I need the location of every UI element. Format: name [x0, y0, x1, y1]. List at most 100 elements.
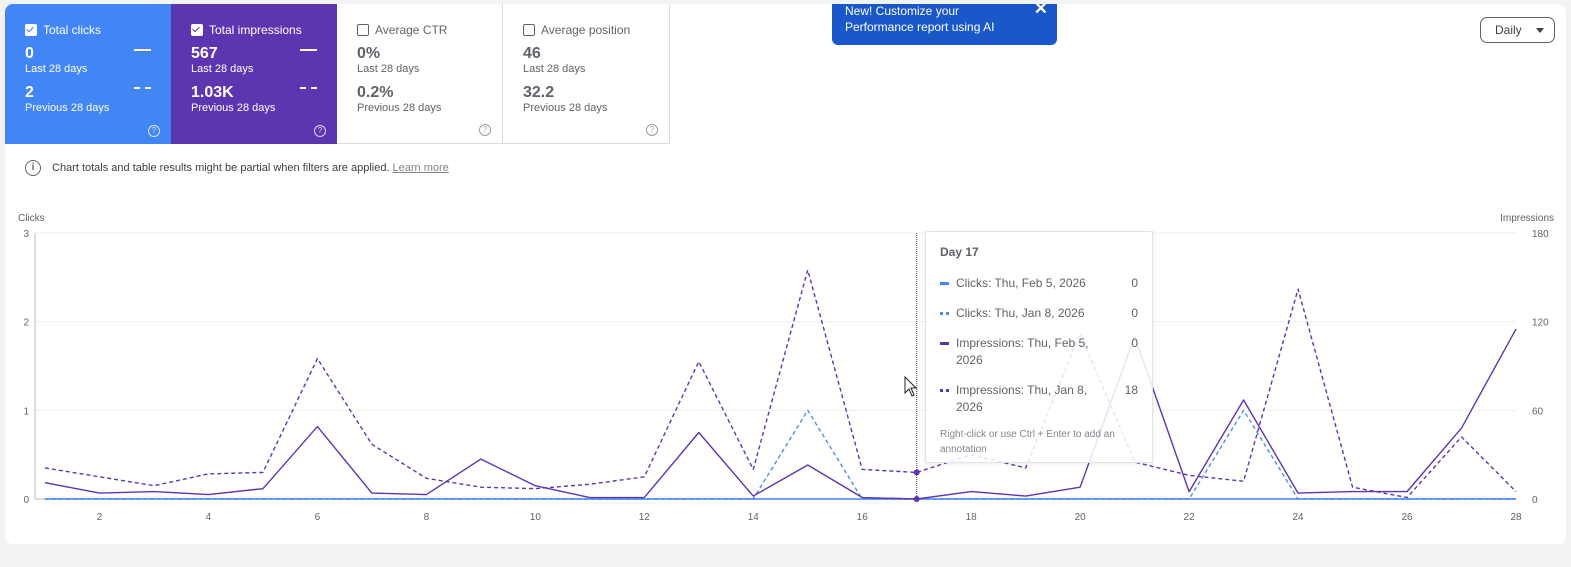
metric-previous-value: 1.03K — [191, 84, 234, 101]
checkbox-unchecked-icon[interactable] — [357, 24, 369, 36]
metric-header: Total clicks — [25, 22, 151, 38]
caret-down-icon — [1536, 28, 1544, 33]
x-tick-label: 16 — [857, 512, 869, 523]
metric-average-ctr[interactable]: Average CTR 0% Last 28 days 0.2% Previou… — [337, 4, 503, 144]
mouse-pointer-icon — [904, 376, 918, 397]
notice-text: Chart totals and table results might be … — [52, 162, 390, 174]
y-right-tick-label: 0 — [1532, 495, 1538, 506]
ai-customize-toast[interactable]: New! Customize your Performance report u… — [832, 4, 1057, 45]
series-swatch-icon — [940, 342, 949, 345]
y-right-tick-label: 60 — [1532, 406, 1544, 417]
metric-current-period: Last 28 days — [357, 63, 420, 75]
y-right-tick-label: 180 — [1532, 229, 1549, 240]
x-tick-label: 4 — [206, 512, 212, 523]
x-tick-label: 12 — [639, 512, 651, 523]
metric-previous-value: 0.2% — [357, 84, 394, 101]
tooltip-row-label: Impressions: Thu, Feb 5, 2026 — [956, 336, 1089, 367]
chart-tooltip: Day 17 Clicks: Thu, Feb 5, 2026 0 Clicks… — [925, 231, 1153, 463]
metric-header: Average position — [523, 22, 649, 38]
tooltip-annotation-hint: Right-click or use Ctrl + Enter to add a… — [940, 429, 1115, 455]
metric-previous-value: 2 — [25, 84, 34, 101]
toast-text: New! Customize your Performance report u… — [845, 4, 995, 34]
series-line-impressions-previous — [44, 269, 1517, 499]
tooltip-row-label: Clicks: Thu, Jan 8, 2026 — [956, 306, 1085, 320]
metric-previous-period: Previous 28 days — [191, 102, 276, 114]
tooltip-row: Clicks: Thu, Jan 8, 2026 0 — [940, 305, 1138, 322]
series-line-impressions-current — [44, 328, 1517, 500]
metric-label: Average position — [541, 23, 631, 37]
help-icon[interactable]: ? — [646, 124, 658, 136]
tooltip-title: Day 17 — [940, 245, 979, 259]
tooltip-row: Clicks: Thu, Feb 5, 2026 0 — [940, 275, 1138, 292]
help-icon[interactable]: ? — [148, 125, 160, 137]
x-tick-label: 20 — [1075, 512, 1087, 523]
metric-previous-value: 32.2 — [523, 84, 555, 101]
metric-current-period: Last 28 days — [25, 63, 88, 75]
metric-current-value: 46 — [523, 45, 541, 62]
tooltip-row-value: 18 — [1124, 383, 1138, 397]
metric-average-position[interactable]: Average position 46 Last 28 days 32.2 Pr… — [503, 4, 670, 144]
x-tick-label: 28 — [1510, 512, 1522, 523]
x-tick-label: 2 — [97, 512, 103, 523]
tooltip-row-value: 0 — [1131, 306, 1138, 320]
x-tick-label: 26 — [1401, 512, 1413, 523]
x-tick-label: 18 — [966, 512, 978, 523]
help-icon[interactable]: ? — [314, 125, 326, 137]
metric-total-clicks[interactable]: Total clicks 0 Last 28 days 2 Previous 2… — [5, 4, 171, 144]
x-tick-label: 8 — [424, 512, 430, 523]
highlight-point — [913, 496, 920, 502]
checkbox-checked-icon[interactable] — [25, 24, 37, 36]
y-left-tick-label: 0 — [23, 495, 29, 506]
metric-current-period: Last 28 days — [191, 63, 254, 75]
metric-current-value: 0% — [357, 45, 381, 62]
y-right-axis-label: Impressions — [1500, 213, 1554, 224]
y-left-tick-label: 3 — [23, 229, 29, 240]
metric-current-value: 567 — [191, 45, 218, 62]
filter-notice: i Chart totals and table results might b… — [25, 160, 449, 176]
tooltip-row: Impressions: Thu, Feb 5, 2026 0 — [940, 335, 1138, 369]
x-tick-label: 10 — [530, 512, 542, 523]
checkbox-unchecked-icon[interactable] — [523, 24, 535, 36]
metric-current-period: Last 28 days — [523, 63, 586, 75]
metric-header: Average CTR — [357, 22, 482, 38]
metric-previous-period: Previous 28 days — [357, 102, 442, 114]
dashed-line-legend-icon — [134, 87, 151, 89]
learn-more-link[interactable]: Learn more — [392, 162, 449, 174]
tooltip-row-value: 0 — [1131, 336, 1138, 350]
metric-label: Total clicks — [43, 23, 102, 37]
x-tick-label: 6 — [315, 512, 321, 523]
dashed-line-legend-icon — [300, 87, 317, 89]
solid-line-legend-icon — [134, 49, 151, 51]
metric-previous-period: Previous 28 days — [25, 102, 110, 114]
granularity-select[interactable]: Daily — [1480, 17, 1555, 43]
metric-header: Total impressions — [191, 22, 317, 38]
series-swatch-icon — [940, 282, 949, 285]
tooltip-row: Impressions: Thu, Jan 8, 2026 18 — [940, 382, 1138, 416]
metric-current-value: 0 — [25, 45, 34, 62]
metric-previous-period: Previous 28 days — [523, 102, 608, 114]
highlight-point — [913, 469, 920, 476]
y-left-tick-label: 2 — [23, 318, 29, 329]
y-right-tick-label: 120 — [1532, 318, 1549, 329]
solid-line-legend-icon — [300, 49, 317, 51]
y-left-axis-label: Clicks — [18, 213, 45, 224]
x-tick-label: 24 — [1293, 512, 1305, 523]
checkbox-checked-icon[interactable] — [191, 24, 203, 36]
granularity-selected: Daily — [1495, 23, 1522, 37]
tooltip-row-value: 0 — [1131, 276, 1138, 290]
series-swatch-icon — [940, 312, 949, 315]
tooltip-row-label: Clicks: Thu, Feb 5, 2026 — [956, 276, 1086, 290]
y-left-tick-label: 1 — [23, 406, 29, 417]
x-tick-label: 14 — [748, 512, 760, 523]
x-tick-label: 22 — [1184, 512, 1196, 523]
help-icon[interactable]: ? — [479, 124, 491, 136]
metric-label: Total impressions — [209, 23, 302, 37]
series-swatch-icon — [940, 389, 949, 392]
metric-label: Average CTR — [375, 23, 448, 37]
performance-card: Total clicks 0 Last 28 days 2 Previous 2… — [5, 4, 1566, 544]
close-icon[interactable]: ✕ — [1033, 4, 1048, 18]
info-icon: i — [25, 160, 41, 176]
metric-total-impressions[interactable]: Total impressions 567 Last 28 days 1.03K… — [171, 4, 337, 144]
tooltip-row-label: Impressions: Thu, Jan 8, 2026 — [956, 383, 1088, 414]
